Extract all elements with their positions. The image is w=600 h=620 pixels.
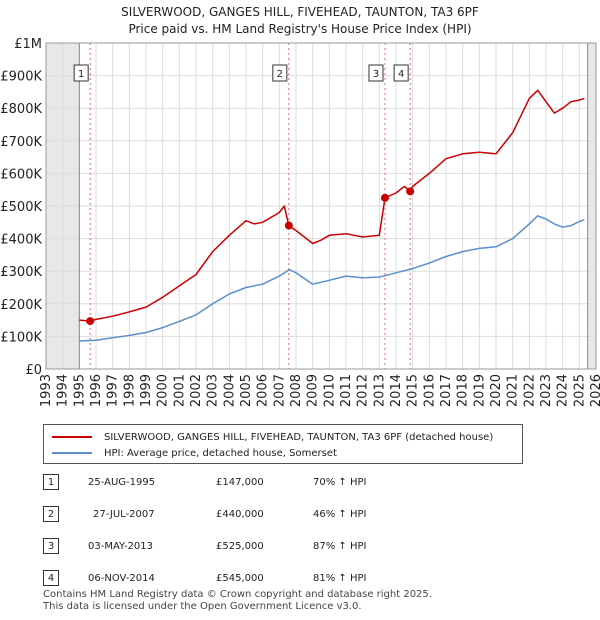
x-tick-label: 2024	[556, 374, 571, 407]
x-tick-label: 2023	[539, 374, 554, 407]
sale-price: £525,000	[216, 541, 264, 552]
sale-number-badge: 2	[43, 506, 59, 522]
sale-number-badge: 3	[43, 538, 59, 554]
sale-number-badge: 1	[43, 474, 59, 490]
legend-label-hpi: HPI: Average price, detached house, Some…	[104, 447, 337, 459]
x-tick-label: 2006	[256, 374, 271, 407]
x-tick-label: 2016	[422, 374, 437, 407]
sale-hpi-diff: 70% ↑ HPI	[313, 477, 367, 488]
sale-price: £545,000	[216, 573, 264, 584]
x-tick-label: 2026	[589, 374, 600, 407]
sale-point	[381, 193, 389, 202]
series-line-hpi	[79, 215, 585, 342]
sale-price: £440,000	[216, 509, 264, 520]
sale-point	[284, 221, 293, 230]
x-tick-label: 2011	[339, 374, 354, 407]
table-row: 3 03-MAY-2013 £525,000 87% ↑ HPI	[43, 538, 463, 556]
sale-marker-label: 2	[277, 69, 283, 80]
y-tick-label: £100K	[0, 330, 42, 345]
y-tick-label: £600K	[0, 167, 42, 182]
x-tick-label: 2000	[156, 374, 171, 407]
sale-marker-box	[272, 64, 288, 82]
x-tick-label: 2004	[222, 374, 237, 407]
y-tick-label: £300K	[0, 265, 42, 280]
y-tick-label: £200K	[0, 298, 42, 313]
x-tick-label: 2013	[372, 374, 387, 407]
chart-subtitle: Price paid vs. HM Land Registry's House …	[128, 22, 472, 36]
sale-marker-label: 1	[78, 69, 84, 80]
x-tick-label: 2003	[206, 374, 221, 407]
sale-date: 25-AUG-1995	[88, 477, 156, 488]
x-tick-label: 2015	[406, 374, 421, 407]
y-tick-label: £900K	[0, 70, 42, 85]
x-tick-label: 2014	[389, 374, 404, 407]
table-row: 4 06-NOV-2014 £545,000 81% ↑ HPI	[43, 570, 463, 588]
footer-copyright: Contains HM Land Registry data © Crown c…	[43, 589, 432, 600]
x-tick-label: 2021	[506, 374, 521, 407]
sale-marker-label: 4	[398, 69, 404, 80]
x-tick-label: 2022	[522, 374, 537, 407]
x-tick-label: 1999	[139, 374, 154, 407]
legend: SILVERWOOD, GANGES HILL, FIVEHEAD, TAUNT…	[43, 424, 523, 464]
sale-number-badge: 4	[43, 570, 59, 586]
x-tick-label: 2017	[439, 374, 454, 407]
footer-licence: This data is licensed under the Open Gov…	[43, 601, 362, 612]
x-tick-label: 2002	[189, 374, 204, 407]
y-tick-label: £500K	[0, 200, 42, 215]
table-row: 2 27-JUL-2007 £440,000 46% ↑ HPI	[43, 506, 463, 524]
x-tick-label: 2020	[489, 374, 504, 407]
y-tick-label: £400K	[0, 233, 42, 248]
sale-price: £147,000	[216, 477, 264, 488]
legend-item-property: SILVERWOOD, GANGES HILL, FIVEHEAD, TAUNT…	[52, 430, 493, 444]
x-tick-label: 1997	[106, 374, 121, 407]
sale-hpi-diff: 81% ↑ HPI	[313, 573, 367, 584]
sale-date: 27-JUL-2007	[93, 509, 155, 520]
x-tick-label: 1996	[89, 374, 104, 407]
legend-swatch-hpi	[52, 452, 92, 454]
sale-marker-box	[368, 64, 384, 82]
chart-title: SILVERWOOD, GANGES HILL, FIVEHEAD, TAUNT…	[121, 5, 479, 19]
y-tick-label: £0	[25, 363, 42, 378]
x-tick-label: 1998	[122, 374, 137, 407]
sale-marker-box	[73, 64, 89, 82]
x-tick-label: 1995	[72, 374, 87, 407]
plot-border	[45, 42, 597, 370]
legend-item-hpi: HPI: Average price, detached house, Some…	[52, 446, 337, 460]
y-tick-label: £700K	[0, 135, 42, 150]
sale-hpi-diff: 46% ↑ HPI	[313, 509, 367, 520]
sale-marker-box	[393, 64, 409, 82]
x-tick-label: 1994	[56, 374, 71, 407]
sale-point	[406, 187, 415, 196]
x-tick-label: 2007	[272, 374, 287, 407]
x-tick-label: 2025	[572, 374, 587, 407]
x-tick-label: 2019	[472, 374, 487, 407]
x-tick-label: 1993	[39, 374, 54, 407]
series-line-property	[79, 89, 585, 322]
price-chart: £0 £100K £200K £300K £400K £500K £600K £700K £80…	[0, 37, 600, 407]
y-tick-label: £1M	[14, 37, 42, 52]
x-tick-label: 2008	[289, 374, 304, 407]
x-tick-label: 2009	[306, 374, 321, 407]
sale-date: 03-MAY-2013	[88, 541, 154, 552]
x-tick-label: 2005	[239, 374, 254, 407]
x-tick-label: 2001	[172, 374, 187, 407]
legend-swatch-property	[52, 436, 92, 438]
sale-date: 06-NOV-2014	[88, 573, 155, 584]
table-row: 1 25-AUG-1995 £147,000 70% ↑ HPI	[43, 474, 463, 492]
sale-hpi-diff: 87% ↑ HPI	[313, 541, 367, 552]
x-tick-label: 2012	[356, 374, 371, 407]
x-tick-label: 2018	[456, 374, 471, 407]
sale-point	[86, 317, 95, 326]
legend-label-property: SILVERWOOD, GANGES HILL, FIVEHEAD, TAUNT…	[104, 431, 494, 443]
sale-marker-label: 3	[373, 69, 379, 80]
x-tick-label: 2010	[322, 374, 337, 407]
y-tick-label: £800K	[0, 102, 42, 117]
